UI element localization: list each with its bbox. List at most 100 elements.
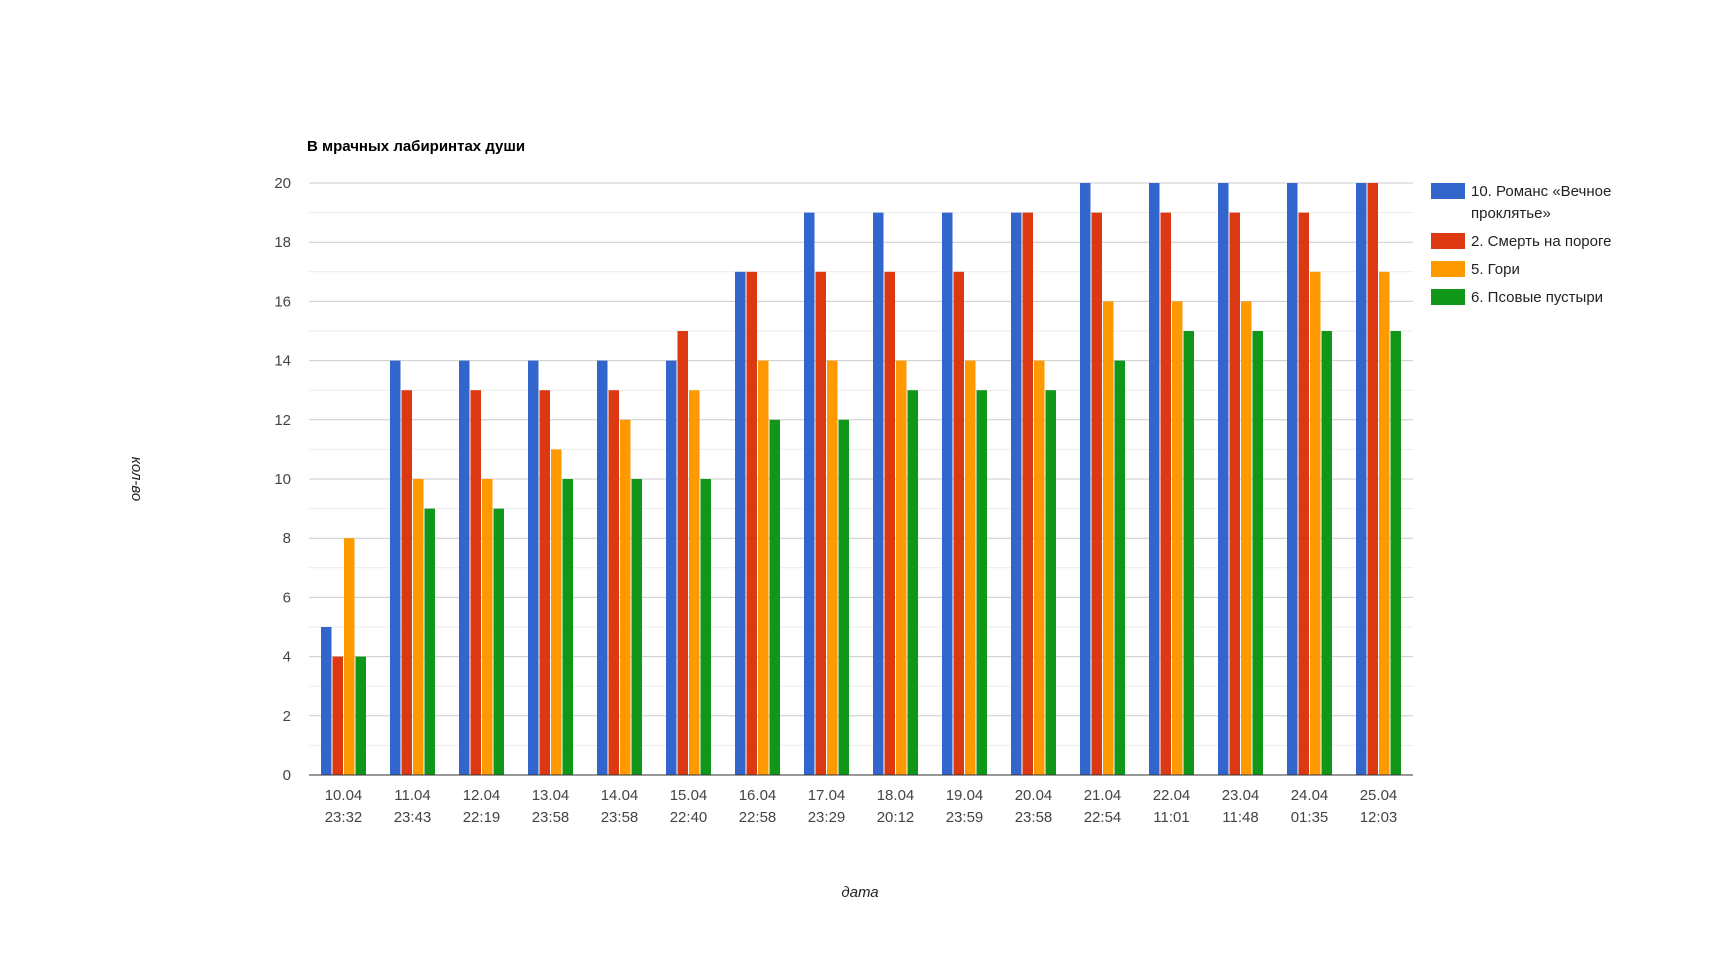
bar[interactable]: [459, 360, 470, 775]
bar[interactable]: [413, 479, 424, 775]
bar[interactable]: [873, 212, 884, 776]
y-tick-label: 20: [274, 175, 291, 192]
x-tick-label: 22:40: [670, 809, 708, 826]
bar[interactable]: [1218, 183, 1229, 775]
bar[interactable]: [620, 419, 631, 775]
legend-swatch: [1431, 183, 1465, 199]
bar[interactable]: [838, 419, 850, 775]
bar[interactable]: [321, 627, 332, 775]
legend-label: 6. Псовые пустыри: [1471, 289, 1603, 306]
bar[interactable]: [562, 479, 574, 775]
bar[interactable]: [1367, 183, 1379, 775]
x-tick-label: 13.04: [532, 787, 570, 804]
bar[interactable]: [332, 656, 344, 775]
y-tick-label: 0: [283, 767, 291, 784]
y-tick-label: 10: [274, 471, 291, 488]
bar[interactable]: [965, 360, 976, 775]
x-tick-label: 12:03: [1360, 809, 1398, 826]
x-tick-label: 23:58: [532, 809, 570, 826]
bar[interactable]: [815, 271, 827, 775]
bar[interactable]: [1011, 212, 1022, 776]
bar[interactable]: [769, 419, 781, 775]
x-tick-label: 16.04: [739, 787, 777, 804]
bar[interactable]: [700, 479, 712, 775]
gridlines: [309, 182, 1413, 776]
bar[interactable]: [1183, 331, 1195, 775]
bar[interactable]: [1114, 360, 1126, 775]
bar[interactable]: [482, 479, 493, 775]
bar[interactable]: [1160, 212, 1172, 776]
bar[interactable]: [976, 390, 988, 775]
x-tick-label: 23:29: [808, 809, 846, 826]
bar[interactable]: [355, 656, 367, 775]
bar[interactable]: [1091, 212, 1103, 776]
bar[interactable]: [1022, 212, 1034, 776]
legend-label: проклятье»: [1471, 205, 1551, 222]
x-tick-label: 12.04: [463, 787, 501, 804]
bar[interactable]: [1310, 271, 1321, 775]
bar[interactable]: [424, 508, 436, 775]
bar[interactable]: [942, 212, 953, 776]
bar[interactable]: [666, 360, 677, 775]
bar[interactable]: [1172, 301, 1183, 775]
bar[interactable]: [746, 271, 758, 775]
x-tick-label: 23:43: [394, 809, 432, 826]
x-tick-label: 01:35: [1291, 809, 1329, 826]
bar[interactable]: [470, 390, 482, 775]
bar[interactable]: [539, 390, 551, 775]
bar[interactable]: [1379, 271, 1390, 775]
bar[interactable]: [884, 271, 896, 775]
bar[interactable]: [1298, 212, 1310, 776]
bar[interactable]: [1034, 360, 1045, 775]
x-tick-label: 11:01: [1153, 809, 1189, 826]
legend-label: 5. Гори: [1471, 261, 1520, 278]
bar[interactable]: [401, 390, 413, 775]
bar[interactable]: [907, 390, 919, 775]
bar[interactable]: [758, 360, 769, 775]
bar[interactable]: [827, 360, 838, 775]
bar[interactable]: [689, 390, 700, 775]
bar[interactable]: [1080, 183, 1091, 775]
bar[interactable]: [1356, 183, 1367, 775]
y-tick-label: 18: [274, 234, 291, 251]
bar[interactable]: [953, 271, 965, 775]
x-tick-label: 10.04: [325, 787, 363, 804]
y-tick-label: 14: [274, 353, 291, 370]
bar[interactable]: [631, 479, 643, 775]
bar[interactable]: [804, 212, 815, 776]
x-tick-label: 23:58: [601, 809, 639, 826]
bar[interactable]: [597, 360, 608, 775]
bar[interactable]: [1229, 212, 1241, 776]
bar[interactable]: [551, 449, 562, 775]
bar[interactable]: [390, 360, 401, 775]
legend-swatch: [1431, 261, 1465, 277]
x-tick-label: 23.04: [1222, 787, 1260, 804]
x-tick-label: 23:32: [325, 809, 363, 826]
bar[interactable]: [1045, 390, 1057, 775]
x-tick-label: 22.04: [1153, 787, 1191, 804]
bar[interactable]: [1241, 301, 1252, 775]
bar[interactable]: [1390, 331, 1402, 775]
bar[interactable]: [1321, 331, 1333, 775]
bar[interactable]: [608, 390, 620, 775]
legend-swatch: [1431, 233, 1465, 249]
bar[interactable]: [1252, 331, 1264, 775]
bar[interactable]: [896, 360, 907, 775]
bar[interactable]: [1287, 183, 1298, 775]
bar[interactable]: [735, 271, 746, 775]
bar[interactable]: [528, 360, 539, 775]
x-tick-label: 22:54: [1084, 809, 1122, 826]
legend-item[interactable]: 10. Романс «Вечное проклятье»: [1431, 183, 1611, 222]
y-tick-label: 2: [283, 708, 291, 725]
legend-item[interactable]: 6. Псовые пустыри: [1431, 289, 1603, 306]
bar[interactable]: [1103, 301, 1114, 775]
legend-item[interactable]: 5. Гори: [1431, 261, 1520, 278]
bar[interactable]: [1149, 183, 1160, 775]
x-axis-label: дата: [841, 884, 878, 901]
bar[interactable]: [344, 538, 355, 775]
bar[interactable]: [493, 508, 505, 775]
y-tick-label: 12: [274, 412, 291, 429]
bar[interactable]: [677, 331, 689, 775]
legend-item[interactable]: 2. Смерть на пороге: [1431, 233, 1611, 250]
x-tick-label: 15.04: [670, 787, 708, 804]
